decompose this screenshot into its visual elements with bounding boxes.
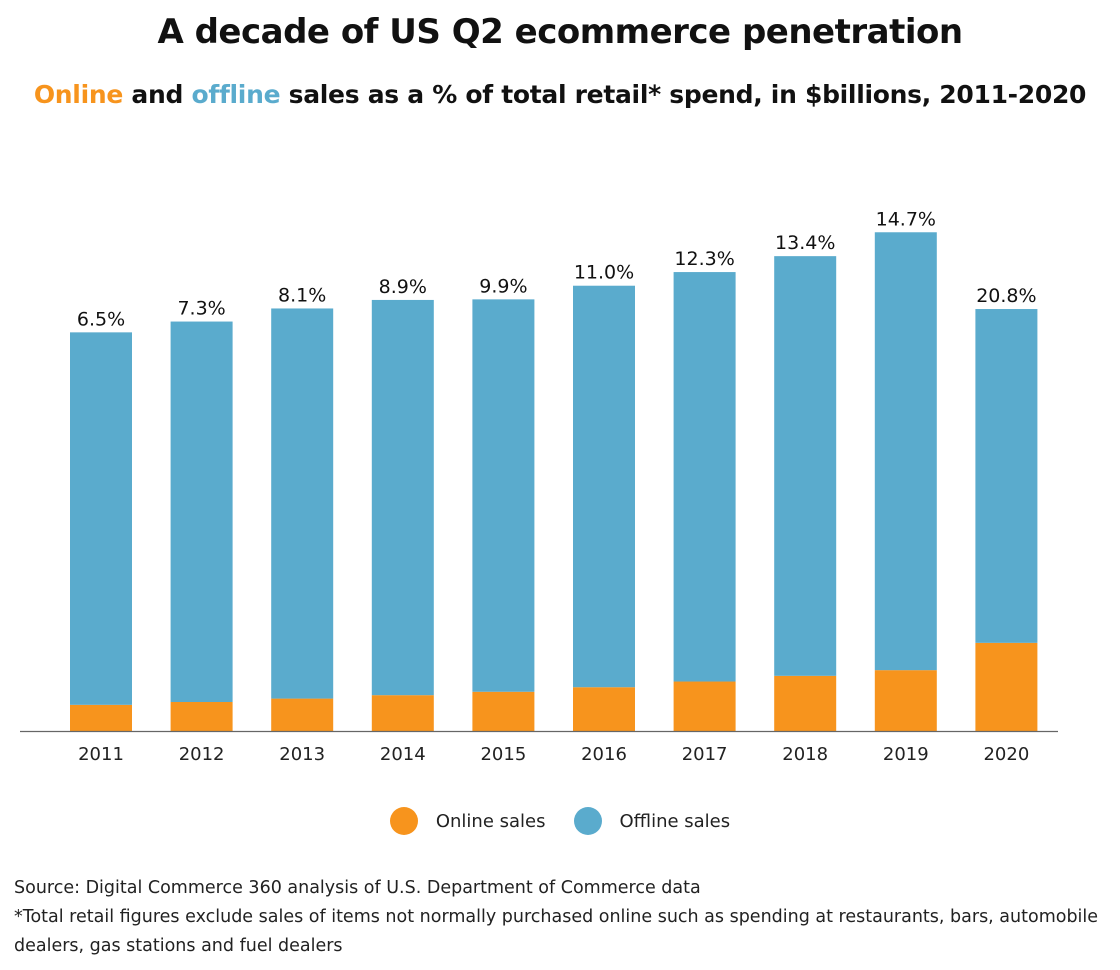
x-tick-label-2019: 2019: [883, 744, 929, 765]
notes: Source: Digital Commerce 360 analysis of…: [14, 874, 1114, 961]
x-tick-label-2020: 2020: [983, 744, 1029, 765]
x-tick-label-2011: 2011: [78, 744, 124, 765]
chart-subtitle: Online and offline sales as a % of total…: [0, 80, 1120, 109]
subtitle-online-word: Online: [33, 80, 124, 109]
bar-online-2012: [170, 701, 233, 731]
legend-label-online: Online sales: [435, 810, 546, 832]
legend-swatch-offline: [573, 807, 602, 835]
data-label-2012: 7.3%: [177, 298, 225, 320]
legend-item-online: Online sales: [389, 807, 546, 835]
bar-chart: 6.5% 2011 7.3% 2012 8.1% 2013 8.9% 2014 9.9% 2015…: [20, 208, 1058, 765]
bar-online-2019: [874, 670, 937, 731]
subtitle-and: and: [123, 80, 192, 109]
data-label-2011: 6.5%: [77, 308, 125, 330]
data-label-2019: 14.7%: [876, 208, 936, 230]
bar-online-2017: [673, 681, 736, 731]
bar-offline-2018: [774, 256, 837, 676]
x-tick-label-2014: 2014: [380, 744, 426, 765]
x-tick-label-2018: 2018: [782, 744, 828, 765]
x-tick-label-2013: 2013: [279, 744, 325, 765]
bar-offline-2014: [371, 299, 434, 696]
subtitle-offline-word: offline: [191, 80, 281, 109]
data-label-2018: 13.4%: [775, 232, 835, 254]
data-label-2017: 12.3%: [674, 248, 734, 270]
legend: Online sales Offline sales: [0, 807, 1120, 835]
x-tick-label-2016: 2016: [581, 744, 627, 765]
data-label-2016: 11.0%: [574, 262, 634, 284]
data-label-2015: 9.9%: [479, 275, 527, 297]
bar-online-2018: [774, 675, 837, 731]
footnote: *Total retail figures exclude sales of i…: [14, 907, 1099, 956]
x-tick-label-2015: 2015: [480, 744, 526, 765]
bar-offline-2016: [573, 285, 635, 688]
bar-offline-2019: [874, 232, 937, 671]
bar-offline-2013: [271, 308, 334, 699]
bar-offline-2017: [673, 272, 736, 682]
x-tick-label-2017: 2017: [682, 744, 728, 765]
data-label-2014: 8.9%: [379, 276, 427, 298]
bar-offline-2011: [70, 332, 132, 705]
chart-title: A decade of US Q2 ecommerce penetration: [157, 12, 963, 52]
bar-online-2013: [271, 698, 334, 731]
legend-item-offline: Offline sales: [573, 807, 731, 835]
subtitle-rest: sales as a % of total retail* spend, in …: [280, 80, 1087, 109]
bar-offline-2012: [170, 321, 233, 702]
legend-label-offline: Offline sales: [619, 810, 731, 832]
source-note: Source: Digital Commerce 360 analysis of…: [14, 878, 701, 898]
bar-offline-2020: [975, 309, 1038, 643]
legend-swatch-online: [389, 807, 418, 835]
bar-online-2016: [573, 687, 635, 731]
bar-online-2015: [472, 691, 535, 731]
bar-online-2020: [975, 642, 1038, 731]
bar-offline-2015: [472, 299, 535, 692]
data-label-2020: 20.8%: [976, 285, 1036, 307]
bar-online-2011: [70, 704, 132, 731]
bar-online-2014: [371, 695, 434, 731]
data-label-2013: 8.1%: [278, 284, 326, 306]
x-tick-label-2012: 2012: [179, 744, 225, 765]
